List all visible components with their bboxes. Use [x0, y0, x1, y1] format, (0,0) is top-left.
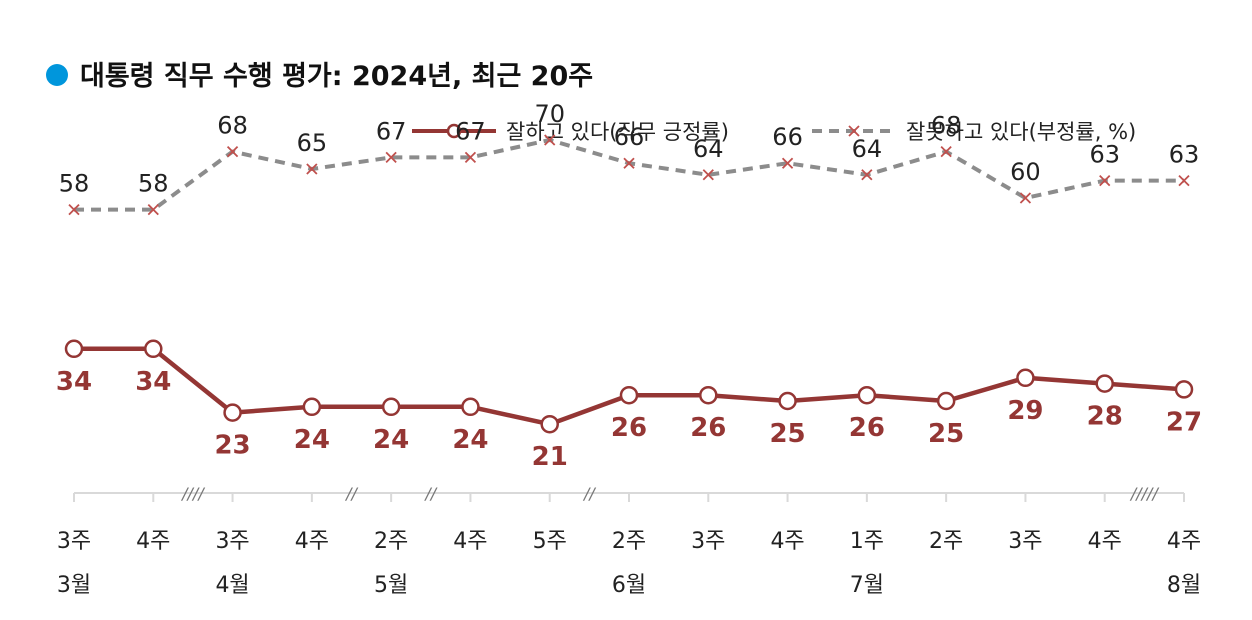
positive-point [857, 385, 877, 405]
negative-point [1019, 192, 1032, 204]
positive-point [540, 414, 559, 434]
positive-data-label: 25 [769, 419, 805, 449]
positive-point [64, 339, 84, 359]
negative-data-label: 67 [376, 117, 407, 145]
negative-point [385, 151, 397, 164]
positive-data-label: 26 [690, 413, 726, 443]
x-axis: 3주 4주 3주 4주 2주 4주 5주 2주 3주 4주 1주 2주 3주 4주 4주 3월 4월 5월 6월 7월… [57, 484, 1201, 598]
axis-break-mark: // [344, 484, 358, 503]
negative-point [623, 157, 635, 169]
negative-data-label: 66 [614, 123, 645, 151]
positive-data-label: 23 [214, 431, 250, 461]
negative-data-label: 58 [138, 170, 169, 198]
x-tick-label-week: 3주 [215, 529, 249, 554]
positive-data-label: 27 [1166, 407, 1202, 437]
negative-point [226, 145, 239, 158]
negative-data-label: 66 [772, 123, 803, 151]
negative-point [306, 163, 318, 175]
positive-point [1016, 368, 1035, 388]
x-tick-label-week: 5주 [533, 529, 567, 554]
x-tick-label-month: 3월 [57, 573, 91, 598]
positive-point [302, 397, 322, 417]
positive-data-label: 26 [849, 413, 885, 443]
x-tick-label-week: 4주 [453, 529, 487, 554]
positive-point [936, 391, 956, 411]
negative-series: 58 58 68 65 67 67 70 66 64 66 64 68 60 63 63 [59, 100, 1200, 216]
positive-data-label: 29 [1007, 396, 1043, 426]
negative-point [861, 169, 873, 181]
negative-data-label: 68 [931, 112, 962, 140]
negative-data-label: 70 [534, 100, 565, 128]
legend-label-negative: 잘못하고 있다(부정률, %) [906, 120, 1136, 144]
negative-point [68, 203, 80, 216]
negative-data-label: 65 [297, 129, 328, 157]
x-tick-label-week: 2주 [612, 529, 646, 554]
legend-marker-negative [848, 125, 860, 137]
x-tick-label-week: 2주 [374, 529, 408, 554]
chart-title: 대통령 직무 수행 평가: 2024년, 최근 20주 [80, 61, 593, 92]
positive-point [381, 397, 401, 417]
axis-break-mark: ///// [1129, 484, 1160, 503]
x-tick-label-month: 5월 [374, 573, 408, 598]
x-tick-label-week: 4주 [1088, 529, 1122, 554]
negative-point [781, 157, 794, 169]
positive-point [619, 385, 639, 405]
x-tick-label-month: 4월 [215, 573, 249, 598]
x-tick-label-week: 1주 [850, 529, 884, 554]
positive-point [144, 339, 163, 359]
negative-point [464, 151, 477, 164]
positive-point [778, 391, 797, 411]
negative-data-label: 67 [455, 117, 486, 145]
axis-break-mark: // [582, 484, 596, 503]
x-tick-label-week: 4주 [295, 529, 329, 554]
negative-data-label: 64 [852, 135, 883, 163]
positive-point [699, 385, 718, 405]
x-tick-label-week: 3주 [1008, 529, 1042, 554]
legend-marker-positive [446, 123, 462, 139]
negative-point [702, 169, 714, 181]
x-tick-label-week: 4주 [1167, 529, 1201, 554]
axis-break-mark: //// [180, 484, 205, 503]
legend: 잘하고 있다(직무 긍정률) 잘못하고 있다(부정률, %) [412, 120, 1136, 144]
positive-series: 34 34 23 24 24 24 21 26 26 25 26 25 29 28 27 [56, 339, 1202, 472]
negative-point [940, 145, 952, 158]
positive-data-label: 24 [294, 425, 330, 455]
legend-label-positive: 잘하고 있다(직무 긍정률) [506, 120, 729, 144]
title-dot-icon [46, 64, 68, 86]
negative-data-label: 58 [59, 170, 90, 198]
title-group: 대통령 직무 수행 평가: 2024년, 최근 20주 [46, 61, 593, 92]
positive-data-label: 21 [532, 442, 568, 472]
x-tick-label-week: 4주 [770, 529, 804, 554]
axis-break-mark: // [423, 484, 437, 503]
positive-data-label: 34 [135, 367, 171, 397]
negative-data-label: 64 [693, 135, 724, 163]
positive-data-label: 24 [373, 425, 409, 455]
x-tick-label-week: 2주 [929, 529, 963, 554]
x-tick-label-month: 8월 [1167, 573, 1201, 598]
negative-point [1099, 174, 1111, 187]
positive-point [1095, 374, 1114, 393]
x-tick-label-week: 3주 [691, 529, 725, 554]
positive-data-label: 28 [1087, 402, 1123, 432]
negative-point [147, 203, 159, 216]
positive-data-label: 24 [452, 425, 488, 455]
x-tick-label-week: 4주 [136, 529, 170, 554]
negative-point [1178, 174, 1190, 187]
positive-point [461, 397, 480, 417]
negative-data-label: 60 [1010, 158, 1041, 186]
positive-data-label: 34 [56, 367, 92, 397]
x-tick-label-month: 7월 [850, 573, 884, 598]
positive-data-label: 26 [611, 413, 647, 443]
positive-data-label: 25 [928, 419, 964, 449]
negative-point [544, 134, 556, 146]
negative-data-label: 63 [1169, 141, 1200, 169]
negative-data-label: 63 [1089, 141, 1120, 169]
positive-point [1174, 380, 1194, 399]
negative-data-label: 68 [217, 112, 248, 140]
x-tick-label-month: 6월 [612, 573, 646, 598]
positive-point [223, 403, 242, 422]
x-tick-label-week: 3주 [57, 529, 91, 554]
